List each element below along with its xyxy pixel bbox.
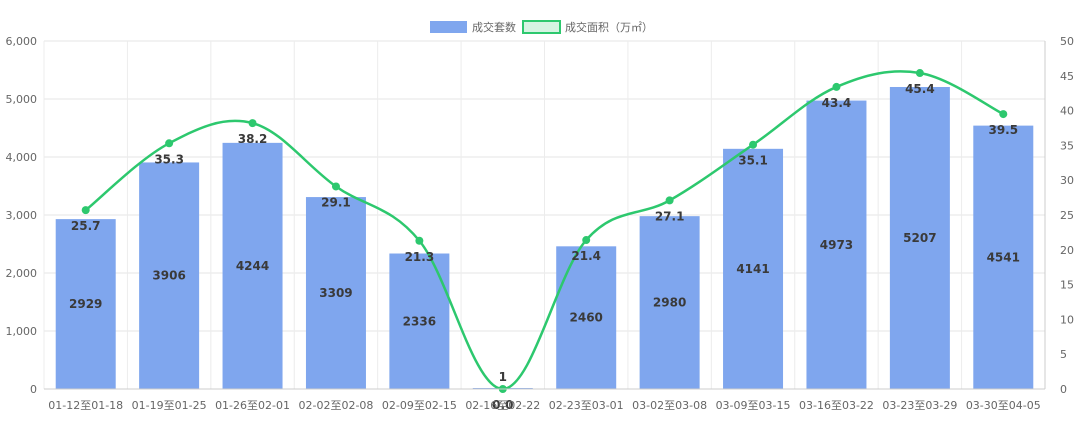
x-tick-label: 03-02至03-08 xyxy=(632,399,707,412)
bar xyxy=(639,216,700,389)
y-right-tick-label: 5 xyxy=(1060,348,1067,361)
line-value-label: 35.3 xyxy=(154,152,184,166)
bar-value-label: 2336 xyxy=(403,314,436,328)
bar-value-label: 2929 xyxy=(69,297,102,311)
x-tick-label: 01-12至01-18 xyxy=(48,399,123,412)
axes: 0 1,000 2,000 3,000 4,000 5,000 6,000 0 5 10 15 20 2… xyxy=(6,35,1075,412)
bar-value-label: 3309 xyxy=(319,286,352,300)
x-tick-label: 02-23至03-01 xyxy=(549,399,624,412)
line-point xyxy=(582,236,591,245)
x-tick-label: 03-30至04-05 xyxy=(966,399,1041,412)
bar xyxy=(305,197,366,389)
line-point xyxy=(331,182,340,191)
line-point xyxy=(248,119,257,128)
bar-value-label: 3906 xyxy=(152,269,185,283)
bar-value-label: 4244 xyxy=(236,259,269,273)
line-value-label: 39.5 xyxy=(988,123,1018,137)
line-value-label: 35.1 xyxy=(738,154,768,168)
y-left-tick-label: 1,000 xyxy=(6,325,38,338)
line-point xyxy=(999,110,1008,119)
legend-label-line: 成交面积（万㎡） xyxy=(565,20,653,34)
line-value-label: 38.2 xyxy=(238,132,268,146)
x-tick-label: 02-02至02-08 xyxy=(298,399,373,412)
bar-value-label: 4973 xyxy=(820,238,853,252)
legend-label-bar: 成交套数 xyxy=(472,20,516,34)
line-point xyxy=(832,82,841,91)
x-tick-label: 03-09至03-15 xyxy=(716,399,791,412)
y-left-tick-label: 4,000 xyxy=(6,151,38,164)
line-value-label: 25.7 xyxy=(71,219,101,233)
y-left-tick-label: 6,000 xyxy=(6,35,38,48)
bar-value-label: 2460 xyxy=(570,311,603,325)
y-right-tick-label: 0 xyxy=(1060,383,1067,396)
bar xyxy=(973,125,1034,389)
y-right-tick-label: 25 xyxy=(1060,209,1074,222)
x-tick-label: 01-19至01-25 xyxy=(132,399,207,412)
x-tick-label: 03-23至03-29 xyxy=(882,399,957,412)
y-left-tick-label: 3,000 xyxy=(6,209,38,222)
y-right-tick-label: 15 xyxy=(1060,279,1074,292)
line-point xyxy=(81,206,90,215)
line-value-label: 21.4 xyxy=(571,249,601,263)
x-tick-label: 01-26至02-01 xyxy=(215,399,290,412)
y-right-tick-label: 30 xyxy=(1060,174,1074,187)
bar xyxy=(723,148,784,389)
bar xyxy=(55,219,116,389)
line-point xyxy=(165,139,174,148)
line-value-label: 29.1 xyxy=(321,195,351,209)
line-value-label: 21.3 xyxy=(405,250,435,264)
bar-value-label: 2980 xyxy=(653,296,686,310)
x-tick-label: 02-09至02-15 xyxy=(382,399,457,412)
line-value-label: 43.4 xyxy=(822,96,852,110)
bar xyxy=(889,86,950,389)
bar xyxy=(222,142,283,389)
y-right-tick-label: 35 xyxy=(1060,139,1074,152)
x-tick-label: 03-16至03-22 xyxy=(799,399,874,412)
legend-swatch-line xyxy=(522,20,561,34)
legend-swatch-bar xyxy=(430,21,467,33)
y-right-tick-label: 20 xyxy=(1060,244,1074,257)
y-right-tick-label: 45 xyxy=(1060,70,1074,83)
bar-value-label: 1 xyxy=(499,370,507,384)
bar-value-label: 5207 xyxy=(903,231,936,245)
bar-value-label: 4541 xyxy=(987,250,1020,264)
y-right-tick-label: 40 xyxy=(1060,105,1074,118)
bar xyxy=(806,100,867,389)
y-right-tick-label: 50 xyxy=(1060,35,1074,48)
line-point xyxy=(749,140,758,149)
y-right-tick-label: 10 xyxy=(1060,313,1074,326)
line-point xyxy=(415,236,424,245)
line-point xyxy=(915,69,924,78)
line-value-label: 45.4 xyxy=(905,82,935,96)
bar xyxy=(556,246,617,389)
line-series: 25.7 35.3 38.2 29.1 21.3 0.0 21.4 27.1 35.1 43.4 4… xyxy=(71,69,1018,412)
line-point xyxy=(665,196,674,205)
legend: 成交套数 成交面积（万㎡） xyxy=(430,20,653,34)
y-left-tick-label: 2,000 xyxy=(6,267,38,280)
line-value-label: 27.1 xyxy=(655,209,685,223)
y-left-tick-label: 0 xyxy=(30,383,37,396)
x-tick-label: 02-16至02-22 xyxy=(465,399,540,412)
line-value-label: 0.0 xyxy=(492,398,513,412)
bar-series: 2929 3906 4244 3309 2336 1 2460 2980 4141 4973 520… xyxy=(55,86,1034,389)
grid xyxy=(43,40,1046,390)
y-left-tick-label: 5,000 xyxy=(6,93,38,106)
bar xyxy=(139,162,200,389)
bar-value-label: 4141 xyxy=(736,262,769,276)
